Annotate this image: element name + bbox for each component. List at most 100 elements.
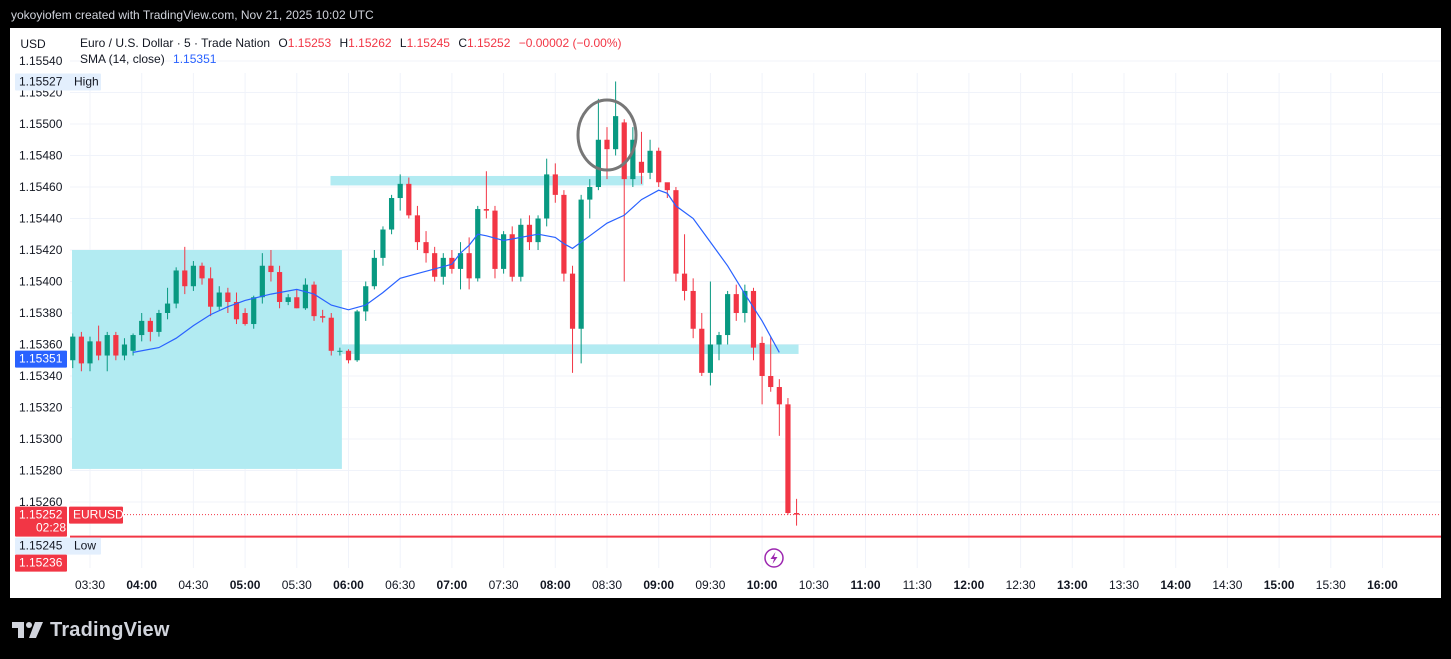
x-tick-label: 03:30 bbox=[75, 578, 105, 592]
legend-line: Euro / U.S. Dollar · 5 · Trade Nation O1… bbox=[80, 36, 621, 50]
candle-body bbox=[113, 335, 119, 356]
brand-name: TradingView bbox=[50, 618, 170, 641]
symbol-title: Euro / U.S. Dollar · 5 · Trade Nation bbox=[80, 36, 270, 50]
currency-button-label[interactable]: USD bbox=[20, 37, 46, 51]
candle bbox=[78, 331, 84, 372]
candle bbox=[147, 317, 153, 342]
zones bbox=[72, 175, 799, 469]
candle bbox=[182, 246, 188, 295]
indicator-line: SMA (14, close) 1.15351 bbox=[80, 52, 217, 66]
candle bbox=[380, 226, 386, 266]
candle-body bbox=[716, 335, 722, 345]
chart-svg[interactable]: 1.155401.155201.155001.154801.154601.154… bbox=[10, 28, 1441, 598]
candle bbox=[587, 179, 593, 219]
candle-body bbox=[190, 265, 196, 287]
low-label-box bbox=[15, 537, 101, 555]
candle-body bbox=[526, 224, 533, 243]
sma-layer bbox=[132, 189, 780, 353]
candle bbox=[475, 205, 481, 282]
x-tick-label: 05:30 bbox=[282, 578, 312, 592]
candles bbox=[70, 81, 800, 526]
candle bbox=[156, 309, 162, 337]
low-label: Low bbox=[74, 539, 96, 553]
candle bbox=[690, 278, 696, 339]
x-tick-label: 05:00 bbox=[230, 578, 261, 592]
candle-body bbox=[440, 257, 446, 277]
candle bbox=[294, 289, 300, 309]
currency-button[interactable] bbox=[13, 33, 53, 55]
candle bbox=[750, 287, 757, 361]
candle bbox=[164, 287, 171, 320]
candle bbox=[699, 313, 705, 376]
symbol-box bbox=[69, 506, 123, 524]
candle-body bbox=[337, 350, 343, 352]
sma-price-value: 1.15351 bbox=[19, 352, 63, 366]
y-tick-label: 1.15540 bbox=[19, 54, 63, 68]
candle bbox=[363, 281, 369, 321]
candle-body bbox=[535, 218, 541, 243]
y-tick-label: 1.15260 bbox=[19, 495, 63, 509]
candle bbox=[544, 158, 550, 227]
y-tick-label: 1.15500 bbox=[19, 117, 63, 131]
candle-body bbox=[544, 174, 550, 219]
candle bbox=[776, 379, 782, 436]
x-tick-label: 06:30 bbox=[385, 578, 415, 592]
legend: USD Euro / U.S. Dollar · 5 · Trade Natio… bbox=[13, 33, 621, 66]
candle-body bbox=[725, 294, 731, 336]
candle-body bbox=[87, 341, 93, 364]
candle-body bbox=[363, 286, 369, 312]
candle-body bbox=[216, 292, 222, 307]
candle bbox=[173, 267, 179, 309]
candle bbox=[569, 265, 576, 373]
x-tick-label: 12:00 bbox=[954, 578, 985, 592]
bolt-icon[interactable] bbox=[764, 548, 784, 568]
y-tick-label: 1.15360 bbox=[19, 338, 63, 352]
candle-body bbox=[595, 139, 601, 187]
candle bbox=[630, 127, 636, 187]
x-tick-label: 11:00 bbox=[850, 578, 880, 592]
candle-body bbox=[552, 174, 558, 195]
candle bbox=[613, 81, 619, 156]
candle-body bbox=[139, 320, 145, 336]
candle-body bbox=[225, 292, 231, 302]
candle bbox=[388, 194, 395, 235]
candle-body bbox=[509, 234, 515, 277]
indicator-value: 1.15351 bbox=[173, 52, 217, 66]
last-price-value: 1.15252 bbox=[19, 508, 63, 522]
candle bbox=[345, 349, 352, 364]
candle-body bbox=[311, 284, 317, 317]
x-tick-label: 07:00 bbox=[437, 578, 468, 592]
candle-body bbox=[475, 209, 481, 279]
candle-body bbox=[785, 404, 791, 514]
x-tick-label: 11:30 bbox=[903, 578, 932, 592]
y-axis: 1.155401.155201.155001.154801.154601.154… bbox=[19, 54, 63, 509]
x-tick-label: 15:30 bbox=[1316, 578, 1346, 592]
candle-body bbox=[776, 387, 782, 405]
low-value: 1.15245 bbox=[19, 539, 63, 553]
candle-body bbox=[707, 344, 713, 373]
candle bbox=[328, 313, 334, 356]
candle-body bbox=[604, 139, 610, 150]
x-tick-label: 09:00 bbox=[643, 578, 674, 592]
candle bbox=[492, 205, 498, 279]
candle-body bbox=[673, 190, 679, 274]
candle-body bbox=[432, 253, 438, 277]
candle bbox=[311, 281, 317, 321]
candle-body bbox=[681, 273, 688, 291]
candle bbox=[793, 498, 800, 526]
x-tick-label: 07:30 bbox=[489, 578, 519, 592]
candle bbox=[371, 250, 377, 290]
x-tick-label: 04:30 bbox=[178, 578, 208, 592]
candle bbox=[70, 333, 76, 369]
candle-body bbox=[380, 229, 386, 258]
last-price-box bbox=[15, 506, 67, 537]
candle bbox=[242, 308, 248, 326]
candle-body bbox=[690, 290, 696, 329]
y-tick-label: 1.15420 bbox=[19, 243, 63, 257]
candle bbox=[535, 215, 541, 250]
candle bbox=[725, 290, 731, 345]
candle-body bbox=[483, 209, 489, 211]
candle bbox=[716, 331, 722, 361]
range-box bbox=[72, 250, 342, 469]
